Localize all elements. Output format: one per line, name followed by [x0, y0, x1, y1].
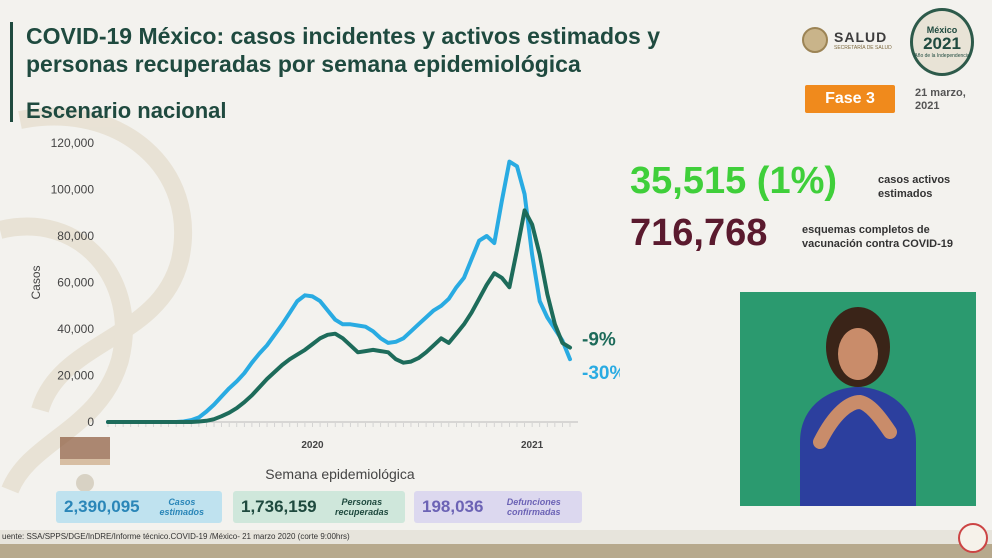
year-logo-year: 2021	[923, 34, 961, 53]
phase-badge: Fase 3	[805, 85, 895, 113]
title-accent-rule	[10, 22, 13, 122]
active-cases-label: casos activos estimados	[878, 174, 951, 200]
salud-logo-subtext: SECRETARÍA DE SALUD	[834, 45, 892, 51]
y-tick-label: 60,000	[57, 276, 94, 290]
eagle-emblem-icon	[802, 27, 828, 53]
historical-figures-logo	[60, 437, 110, 492]
y-tick-label: 120,000	[51, 136, 95, 150]
gobierno-mexico-logo	[958, 523, 988, 553]
estimated-cases-value: 2,390,095	[64, 497, 140, 516]
y-tick-label: 40,000	[57, 322, 94, 336]
year-label: 2021	[521, 440, 544, 451]
y-axis-title: Casos	[29, 265, 43, 299]
year-2021-logo: México 2021 Año de la Independencia	[910, 8, 974, 76]
footer-bar	[0, 544, 992, 558]
salud-logo: SALUD SECRETARÍA DE SALUD	[802, 26, 898, 54]
recovered-label: Personas recuperadas	[335, 497, 389, 517]
source-footer: uente: SSA/SPPS/DGE/InDRE/Informe técnic…	[0, 530, 992, 544]
y-tick-label: 20,000	[57, 369, 94, 383]
salud-logo-text: SALUD	[834, 29, 888, 45]
page-title: COVID-19 México: casos incidentes y acti…	[26, 23, 661, 77]
vaccination-value: 716,768	[630, 212, 768, 254]
page-subtitle: Escenario nacional	[26, 98, 227, 123]
recovered-box: 1,736,159 Personas recuperadas	[233, 491, 405, 523]
y-tick-label: 100,000	[51, 183, 95, 197]
year-label: 2020	[301, 440, 324, 451]
estimated-cases-box: 2,390,095 Casos estimados	[56, 491, 222, 523]
report-date: 21 marzo, 2021	[915, 87, 966, 112]
deaths-label: Defunciones confirmadas	[506, 497, 561, 517]
sign-language-interpreter-video	[740, 292, 976, 506]
x-axis-title: Semana epidemiológica	[265, 466, 415, 482]
series-line-active	[106, 208, 572, 424]
background-watermark	[0, 107, 193, 494]
deaths-box: 198,036 Defunciones confirmadas	[414, 491, 582, 523]
y-tick-label: 80,000	[57, 229, 94, 243]
cases-line-chart: 120,000 100,000 80,000 60,000 40,000 20,000 0 2…	[29, 136, 620, 482]
deaths-value: 198,036	[422, 497, 484, 516]
year-logo-bottom: Año de la Independencia	[914, 53, 970, 59]
series-line-incident	[106, 159, 572, 424]
estimated-cases-label: Casos estimados	[159, 497, 205, 517]
series-end-label: -9%	[582, 330, 616, 351]
vaccination-label: esquemas completos de vacunación contra …	[802, 224, 953, 250]
series-end-label: -30%	[582, 363, 620, 384]
year-logo-top: México	[926, 25, 958, 35]
y-tick-label: 0	[87, 415, 94, 429]
active-cases-value: 35,515 (1%)	[630, 160, 838, 202]
recovered-value: 1,736,159	[241, 497, 317, 516]
